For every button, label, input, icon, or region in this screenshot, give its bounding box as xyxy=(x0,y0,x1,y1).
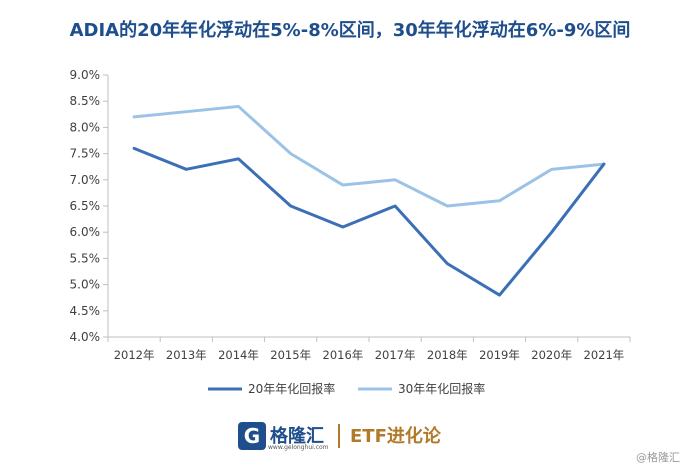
line-chart: 9.0% 8.5% 8.0% 7.5% 7.0% 6.5% 6.0% 5.5% 5.0% 4.5%… xyxy=(70,68,631,396)
y-tick-label: 6.0% xyxy=(70,225,101,239)
legend-label: 20年年化回报率 xyxy=(248,381,335,396)
gelonghui-logo-icon: G xyxy=(238,422,266,450)
y-tick-label: 5.0% xyxy=(70,278,101,292)
y-tick-label: 8.0% xyxy=(70,120,101,134)
y-tick-label: 8.5% xyxy=(70,94,101,108)
series-line-20年年化回报率 xyxy=(132,146,606,297)
y-tick-label: 9.0% xyxy=(70,68,101,82)
footer: G 格隆汇 www.gelonghui.com ETF进化论 xyxy=(0,420,700,456)
chart-title: ADIA的20年年化浮动在5%-8%区间，30年年化浮动在6%-9%区间 xyxy=(69,20,631,41)
x-tick-label: 2012年 xyxy=(114,348,155,362)
y-tick-label: 5.5% xyxy=(70,251,101,265)
footer-divider xyxy=(338,424,340,448)
series-lines xyxy=(132,104,606,297)
chart-legend: 20年年化回报率 30年年化回报率 xyxy=(208,381,485,396)
x-tick-label: 2014年 xyxy=(218,348,259,362)
x-tick-label: 2015年 xyxy=(270,348,311,362)
series-line-30年年化回报率 xyxy=(132,104,606,208)
y-tick-label: 7.5% xyxy=(70,147,101,161)
watermark: @格隆汇 xyxy=(636,451,680,464)
y-tick-label: 4.5% xyxy=(70,304,101,318)
brand-name: 格隆汇 xyxy=(270,426,324,447)
x-tick-label: 2021年 xyxy=(584,348,625,362)
y-tick-labels: 9.0% 8.5% 8.0% 7.5% 7.0% 6.5% 6.0% 5.5% 5.0% 4.5%… xyxy=(70,68,101,344)
y-tick-label: 4.0% xyxy=(70,330,101,344)
chart-axes xyxy=(103,74,631,342)
x-tick-label: 2018年 xyxy=(427,348,468,362)
legend-label: 30年年化回报率 xyxy=(398,381,485,396)
y-tick-label: 7.0% xyxy=(70,173,101,187)
x-tick-label: 2019年 xyxy=(479,348,520,362)
brand-url: www.gelonghui.com xyxy=(268,444,329,451)
x-tick-label: 2017年 xyxy=(375,348,416,362)
y-tick-label: 6.5% xyxy=(70,199,101,213)
x-tick-label: 2020年 xyxy=(531,348,572,362)
x-tick-label: 2016年 xyxy=(323,348,364,362)
x-tick-labels: 2012年 2013年 2014年 2015年 2016年 2017年 2018年 2019年… xyxy=(114,348,625,362)
etf-label: ETF进化论 xyxy=(350,426,441,447)
x-tick-label: 2013年 xyxy=(166,348,207,362)
